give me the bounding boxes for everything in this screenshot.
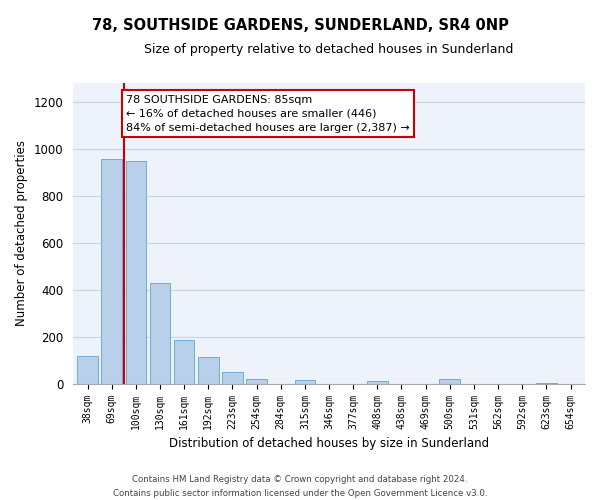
Text: 78, SOUTHSIDE GARDENS, SUNDERLAND, SR4 0NP: 78, SOUTHSIDE GARDENS, SUNDERLAND, SR4 0… [92, 18, 508, 32]
Bar [536, 382, 557, 384]
Y-axis label: Number of detached properties: Number of detached properties [15, 140, 28, 326]
Bar [198, 356, 218, 384]
X-axis label: Distribution of detached houses by size in Sunderland: Distribution of detached houses by size … [169, 437, 489, 450]
Bar [125, 160, 146, 384]
Bar [247, 378, 267, 384]
Bar [222, 372, 242, 384]
Bar [174, 340, 194, 384]
Bar [439, 380, 460, 384]
Bar [295, 380, 315, 384]
Text: 78 SOUTHSIDE GARDENS: 85sqm
← 16% of detached houses are smaller (446)
84% of se: 78 SOUTHSIDE GARDENS: 85sqm ← 16% of det… [126, 95, 410, 133]
Bar [101, 160, 122, 384]
Bar [367, 381, 388, 384]
Title: Size of property relative to detached houses in Sunderland: Size of property relative to detached ho… [145, 42, 514, 56]
Bar [77, 356, 98, 384]
Bar [150, 282, 170, 384]
Text: Contains HM Land Registry data © Crown copyright and database right 2024.
Contai: Contains HM Land Registry data © Crown c… [113, 476, 487, 498]
